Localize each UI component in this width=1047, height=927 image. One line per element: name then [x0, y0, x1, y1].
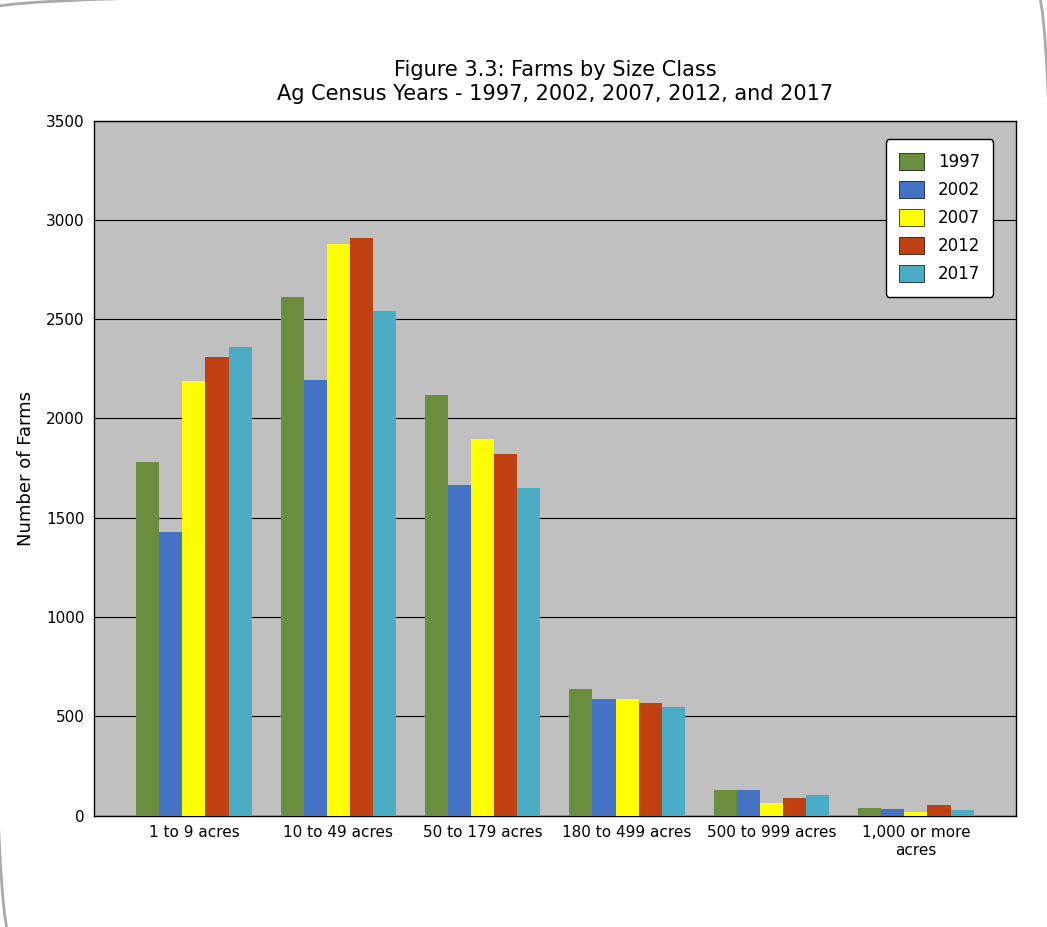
Bar	[494, 454, 517, 816]
Bar	[471, 439, 494, 816]
Bar	[182, 381, 205, 816]
Bar	[304, 380, 327, 816]
Bar	[159, 532, 182, 816]
Bar	[517, 488, 540, 816]
Bar	[136, 463, 159, 816]
Bar	[905, 812, 928, 816]
Bar	[448, 485, 471, 816]
Bar	[593, 699, 616, 816]
Bar	[783, 798, 806, 816]
Bar	[882, 808, 905, 816]
Bar	[760, 803, 783, 816]
Bar	[373, 311, 396, 816]
Title: Figure 3.3: Farms by Size Class
Ag Census Years - 1997, 2002, 2007, 2012, and 20: Figure 3.3: Farms by Size Class Ag Censu…	[276, 60, 833, 104]
Bar	[205, 357, 228, 816]
Bar	[859, 807, 882, 816]
Bar	[951, 810, 974, 816]
Bar	[281, 298, 304, 816]
Bar	[350, 237, 373, 816]
Bar	[806, 795, 829, 816]
Bar	[570, 689, 593, 816]
Bar	[425, 395, 448, 816]
Bar	[228, 347, 251, 816]
Bar	[327, 244, 350, 816]
Bar	[616, 699, 639, 816]
Bar	[662, 707, 685, 816]
Bar	[737, 790, 760, 816]
Bar	[639, 703, 662, 816]
Legend: 1997, 2002, 2007, 2012, 2017: 1997, 2002, 2007, 2012, 2017	[886, 139, 994, 297]
Bar	[928, 805, 951, 816]
Y-axis label: Number of Farms: Number of Farms	[17, 390, 35, 546]
Bar	[714, 790, 737, 816]
